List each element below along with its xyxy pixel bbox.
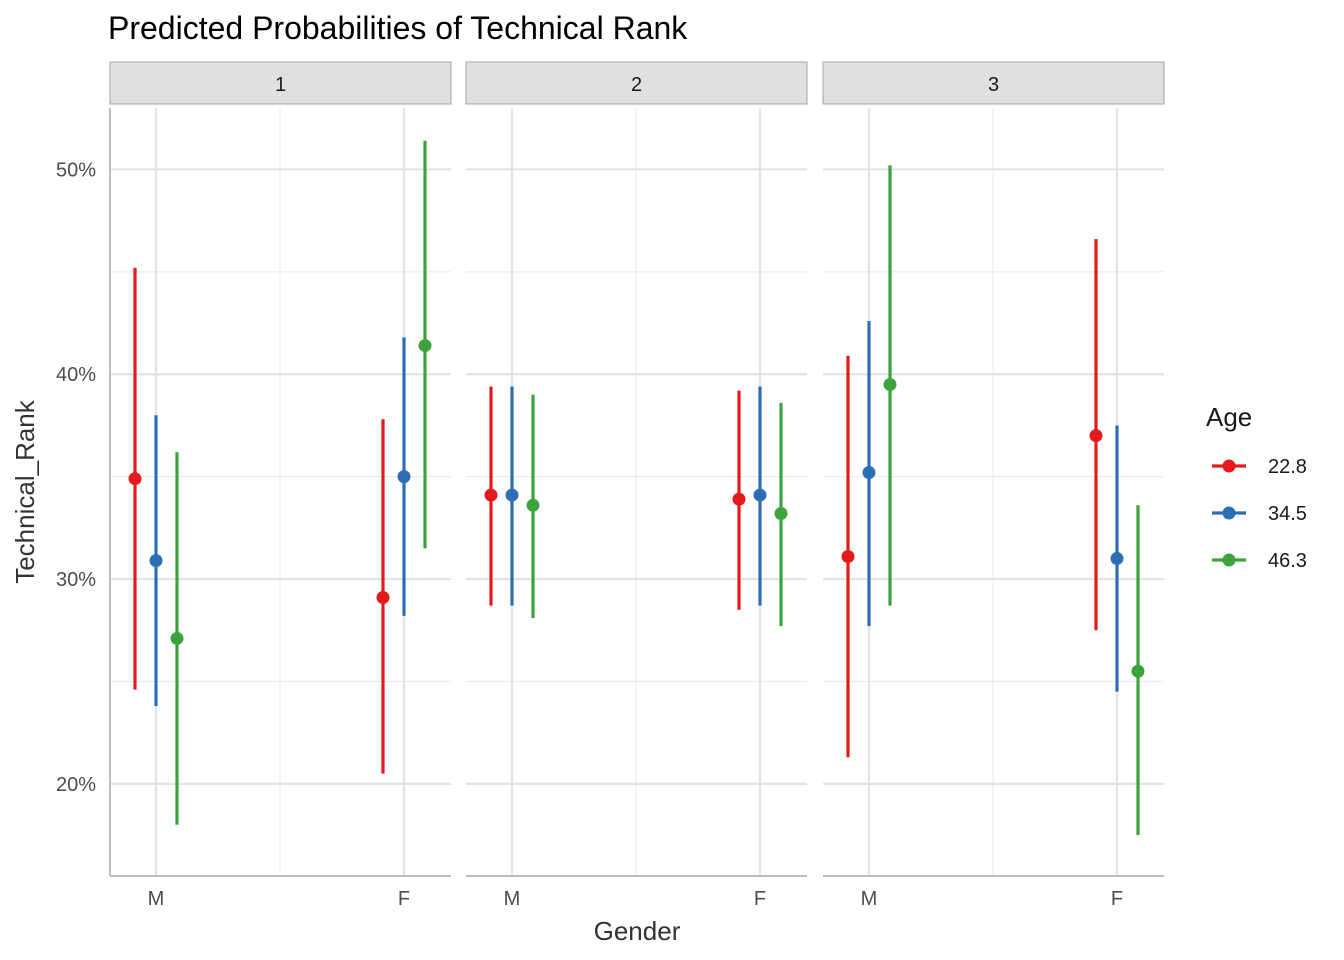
legend-title: Age [1206,402,1252,432]
chart-title: Predicted Probabilities of Technical Ran… [108,10,688,46]
y-tick-label: 20% [56,774,96,796]
data-point [505,488,519,502]
facet-panel-3: 3 M F [822,61,1165,910]
legend-key-point [1222,553,1236,567]
facet-strip-label: 1 [275,74,286,96]
data-point [753,488,767,502]
facet-panel-2: 2 M F [465,61,808,910]
data-point [1089,429,1103,443]
data-point [128,472,142,486]
data-point [732,492,746,506]
legend-key-point [1222,459,1236,473]
data-point [418,339,432,353]
data-point [170,631,184,645]
data-point [1131,664,1145,678]
data-point [1110,552,1124,566]
y-axis-title: Technical_Rank [10,399,40,584]
x-tick-label: M [861,888,878,910]
x-tick-label: F [754,888,766,910]
data-point [841,550,855,564]
data-point [484,488,498,502]
data-point [149,554,163,568]
facet-strip [109,61,452,105]
y-tick-label: 40% [56,364,96,386]
facet-strip-label: 2 [631,74,642,96]
facet-strip-label: 3 [988,74,999,96]
facet-panel-1: 1 M F [109,61,452,910]
data-point [883,377,897,391]
data-point [376,590,390,604]
data-point [774,507,788,521]
facet-panels: 1 M F 2 M F 3 M F [109,61,1165,910]
data-point [397,470,411,484]
legend-key-point [1222,506,1236,520]
data-point [862,466,876,480]
x-tick-label: M [504,888,521,910]
x-tick-label: F [1111,888,1123,910]
x-axis-title: Gender [594,916,681,946]
legend: Age 22.8 34.5 46.3 [1206,402,1307,572]
x-tick-label: M [148,888,165,910]
data-point [526,498,540,512]
legend-label: 46.3 [1268,550,1307,572]
y-tick-label: 50% [56,159,96,181]
legend-label: 22.8 [1268,456,1307,478]
facet-strip [465,61,808,105]
facet-strip [822,61,1165,105]
x-tick-label: F [398,888,410,910]
y-tick-label: 30% [56,569,96,591]
legend-label: 34.5 [1268,503,1307,525]
